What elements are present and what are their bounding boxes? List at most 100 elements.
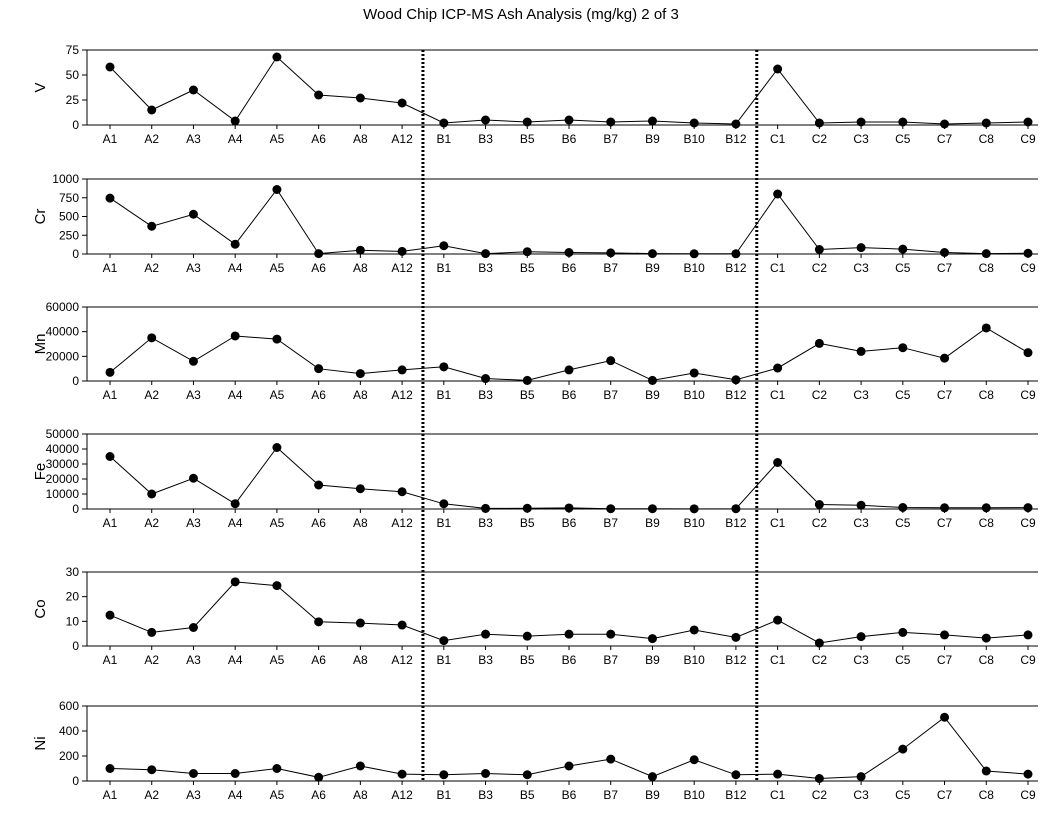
x-tick-label: C7 (937, 132, 953, 146)
x-tick-label: A6 (311, 132, 326, 146)
x-tick-label: B12 (725, 132, 747, 146)
y-tick-label: 400 (59, 724, 79, 738)
x-tick-label: A2 (144, 388, 159, 402)
series-line-v (109, 56, 1029, 125)
data-point (856, 346, 866, 356)
data-point (147, 489, 157, 499)
data-point (230, 577, 240, 587)
data-point (147, 333, 157, 343)
data-point (481, 374, 491, 384)
data-point (397, 487, 407, 497)
data-point (188, 356, 198, 366)
data-point (564, 761, 574, 771)
x-tick-label: A6 (311, 388, 326, 402)
data-point (689, 368, 699, 378)
x-tick-label: C2 (812, 516, 828, 530)
x-tick-label: B9 (645, 132, 660, 146)
x-tick-label: A2 (144, 653, 159, 667)
data-point (1023, 630, 1033, 640)
data-point (731, 770, 741, 780)
x-tick-label: C1 (770, 653, 786, 667)
x-tick-label: C7 (937, 653, 953, 667)
x-tick-label: A1 (103, 653, 118, 667)
data-point (355, 93, 365, 103)
data-point (314, 480, 324, 490)
data-point (188, 85, 198, 95)
data-point (856, 500, 866, 510)
x-tick-label: A12 (391, 388, 413, 402)
data-point (898, 627, 908, 637)
data-point (689, 625, 699, 635)
x-tick-label: B3 (478, 388, 493, 402)
x-tick-label: B5 (520, 788, 535, 802)
data-point (522, 247, 532, 257)
y-tick-label: 25 (66, 93, 80, 107)
x-tick-label: C9 (1020, 788, 1036, 802)
y-tick-label: 750 (59, 191, 79, 205)
x-tick-label: C7 (937, 388, 953, 402)
x-tick-label: A12 (391, 132, 413, 146)
x-tick-label: A5 (270, 132, 285, 146)
x-tick-label: C7 (937, 261, 953, 275)
x-tick-label: C3 (853, 788, 869, 802)
data-point (314, 772, 324, 782)
x-tick-label: C8 (979, 132, 995, 146)
x-tick-label: B12 (725, 788, 747, 802)
x-tick-label: C1 (770, 132, 786, 146)
data-point (1023, 769, 1033, 779)
data-point (522, 770, 532, 780)
data-point (272, 52, 282, 62)
x-tick-label: B6 (562, 516, 577, 530)
data-point (731, 119, 741, 129)
panel-ni: 0 200 400 600 Ni A1 A2 A3 A4 A5 A6 A8 A12 B1 B3 B5 B6 B7 B… (32, 699, 1038, 802)
x-tick-label: A8 (353, 261, 368, 275)
data-point (355, 369, 365, 379)
data-point (522, 503, 532, 513)
data-point (981, 323, 991, 333)
x-tick-label: B7 (603, 132, 618, 146)
data-point (814, 638, 824, 648)
data-point (1023, 248, 1033, 258)
data-point (314, 364, 324, 374)
x-tick-label: A1 (103, 132, 118, 146)
data-point (272, 764, 282, 773)
data-point (439, 636, 449, 646)
x-tick-label: A6 (311, 516, 326, 530)
data-point (439, 770, 449, 780)
data-point (940, 712, 950, 722)
x-tick-label: B1 (436, 516, 451, 530)
data-point (898, 343, 908, 353)
x-tick-label: C5 (895, 516, 911, 530)
data-point (272, 581, 282, 591)
y-tick-label: 40000 (46, 442, 80, 456)
data-point (898, 744, 908, 754)
data-point (188, 769, 198, 778)
data-point (230, 499, 240, 509)
x-tick-label: A6 (311, 653, 326, 667)
x-tick-label: C2 (812, 788, 828, 802)
data-point (898, 244, 908, 254)
panel-v: 0 25 50 75 V A1 A2 A3 A4 A5 A6 A8 A12 B1 B3 B5 B6 B7 B9 B10… (32, 43, 1038, 146)
y-axis-label: Mn (32, 334, 49, 355)
x-tick-label: B3 (478, 132, 493, 146)
data-point (814, 118, 824, 128)
x-tick-label: B6 (562, 388, 577, 402)
y-tick-label: 0 (72, 247, 79, 261)
x-tick-label: C9 (1020, 261, 1036, 275)
x-tick-label: C2 (812, 261, 828, 275)
y-axis-label: Ni (32, 736, 49, 750)
data-point (981, 633, 991, 643)
data-point (731, 504, 741, 514)
data-point (1023, 348, 1033, 358)
data-point (606, 629, 616, 639)
x-tick-label: B7 (603, 653, 618, 667)
x-tick-label: A5 (270, 261, 285, 275)
data-point (731, 375, 741, 385)
x-tick-label: C8 (979, 516, 995, 530)
data-point (773, 64, 783, 74)
data-point (1023, 117, 1033, 127)
y-tick-label: 20000 (46, 349, 80, 363)
data-point (981, 249, 991, 259)
